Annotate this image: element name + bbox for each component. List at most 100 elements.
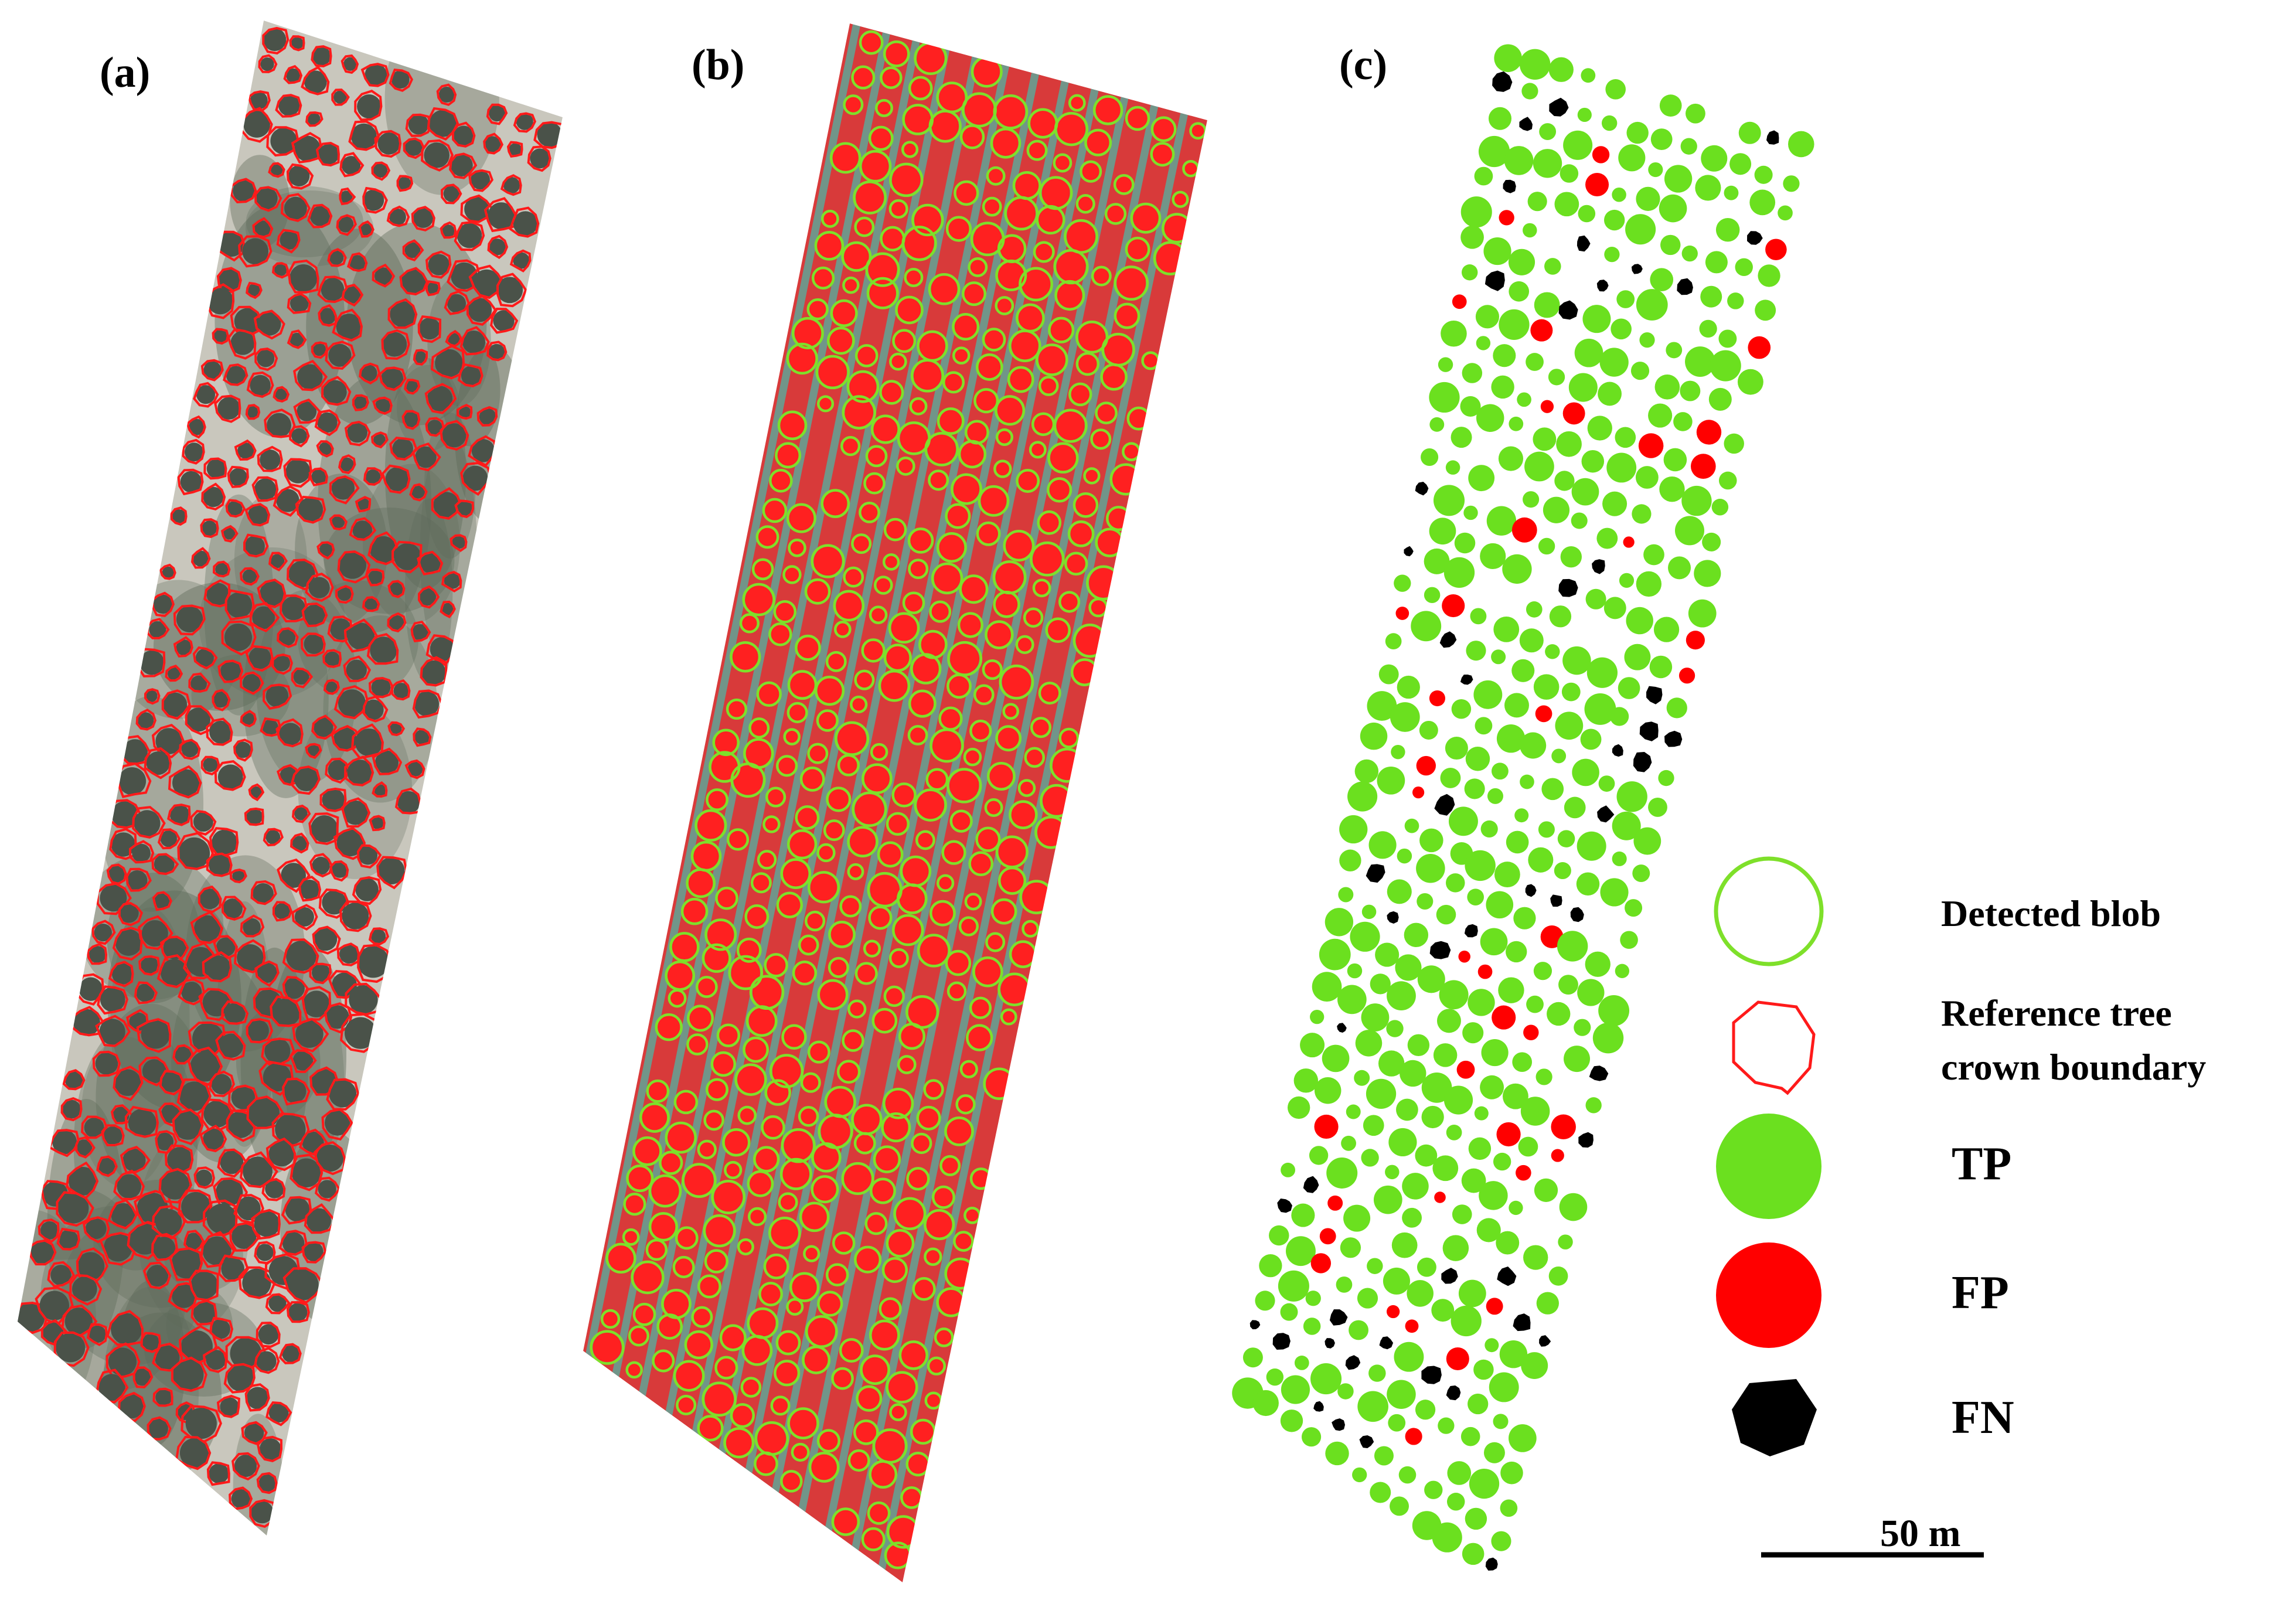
tree-crown — [258, 1324, 279, 1345]
tp-tree — [1674, 516, 1705, 546]
tp-tree — [1493, 1152, 1511, 1171]
detected-blob — [892, 914, 924, 947]
tree-crown — [1173, 193, 1187, 206]
tree-crown — [737, 1066, 764, 1094]
tp-tree — [1374, 1446, 1394, 1466]
tp-tree — [1718, 329, 1737, 348]
reference-crown-boundary — [459, 461, 493, 496]
tp-tree — [1373, 1185, 1402, 1214]
tp-tree — [1561, 682, 1581, 702]
tree-crown — [139, 650, 165, 675]
tp-tree — [1483, 237, 1511, 265]
detected-blob — [748, 717, 770, 739]
detected-blob — [815, 355, 850, 390]
detected-blob — [915, 830, 935, 850]
detected-blob — [770, 1395, 791, 1416]
tree-crown — [172, 509, 187, 524]
fn-tree — [1429, 941, 1451, 959]
tp-tree — [1368, 1364, 1386, 1382]
tree-crown — [1191, 124, 1205, 138]
reference-crown-boundary — [417, 585, 440, 609]
reference-crown-boundary — [341, 797, 371, 828]
reference-crown-boundary — [315, 142, 341, 167]
tree-crown — [287, 1269, 319, 1300]
tree-crown — [420, 553, 441, 574]
reference-crown-boundary — [424, 383, 457, 414]
reference-crown-boundary — [339, 152, 365, 178]
tree-crown — [888, 814, 908, 833]
tree-crown — [901, 1025, 923, 1047]
tree-crown — [896, 1200, 924, 1228]
reference-crown-boundary — [220, 525, 239, 543]
tree-crown — [339, 944, 359, 964]
tree-crown — [509, 143, 522, 156]
tp-tree — [1544, 258, 1561, 275]
tree-crown — [217, 397, 240, 420]
reference-crown-boundary — [420, 656, 448, 687]
tree-crown — [155, 728, 182, 755]
detected-blob — [901, 226, 937, 261]
tree-crown — [998, 838, 1026, 866]
tree-crown — [978, 356, 1001, 379]
tree-crown — [291, 1158, 321, 1188]
tree-crown — [761, 1284, 781, 1304]
tp-tree — [1581, 68, 1596, 83]
tp-tree — [1378, 1050, 1405, 1077]
tp-tree — [1577, 107, 1592, 122]
tree-crown — [127, 870, 148, 891]
detected-blob — [669, 932, 700, 962]
tp-tree — [1442, 1235, 1469, 1261]
tp-tree — [1438, 1417, 1455, 1434]
detected-blob — [773, 600, 797, 624]
detected-blob — [976, 521, 1001, 546]
reference-crown-boundary — [331, 88, 350, 106]
tree-crown — [914, 1279, 934, 1299]
detected-blob — [861, 1527, 886, 1551]
reference-crown-boundary — [329, 860, 349, 882]
tp-tree — [1470, 608, 1487, 625]
legend-label-detected-blob: Detected blob — [1941, 893, 2161, 934]
reference-crown-boundary — [487, 234, 509, 259]
tree-crown — [224, 623, 253, 651]
tree-crown — [870, 128, 891, 149]
tree-crown — [424, 142, 450, 168]
tree-crown — [927, 1394, 941, 1408]
reference-crown-boundary — [412, 689, 443, 719]
tree-crown — [1106, 205, 1125, 223]
tree-crown — [167, 1147, 193, 1173]
tree-crown — [860, 503, 879, 521]
reference-crown-boundary — [86, 942, 108, 965]
tp-tree — [1421, 1073, 1452, 1103]
reference-crown-boundary — [486, 341, 508, 362]
fn-tree — [1434, 794, 1455, 816]
detected-blob — [814, 675, 845, 706]
tp-tree — [1577, 979, 1605, 1006]
tp-tree — [1370, 1482, 1391, 1503]
reference-crown-boundary — [402, 239, 424, 262]
tp-tree — [1606, 452, 1637, 483]
tree-crown — [231, 1489, 251, 1509]
tree-crown — [882, 69, 900, 87]
tree-crown — [997, 262, 1024, 289]
inter-row-track — [745, 72, 1039, 1474]
reference-crown-boundary — [217, 659, 244, 683]
detected-blob — [958, 440, 987, 469]
detected-blob — [868, 905, 893, 930]
reference-crown-boundary — [331, 724, 362, 752]
tree-crown — [820, 982, 846, 1008]
tp-tree — [1465, 1507, 1487, 1530]
detected-blob — [811, 1175, 839, 1204]
tree-crown — [972, 721, 990, 740]
detected-blob — [712, 728, 740, 757]
tree-crown — [931, 602, 949, 621]
field-patch — [191, 654, 291, 737]
detected-blob — [702, 943, 731, 973]
tree-crown — [178, 837, 210, 869]
tp-tree — [1668, 556, 1691, 580]
tree-crown — [888, 1374, 915, 1401]
tree-crown — [226, 366, 246, 386]
tp-tree — [1286, 1236, 1316, 1266]
reference-crown-boundary — [152, 1387, 173, 1407]
reference-crown-boundary — [265, 1137, 297, 1172]
tree-crown — [748, 1007, 775, 1034]
